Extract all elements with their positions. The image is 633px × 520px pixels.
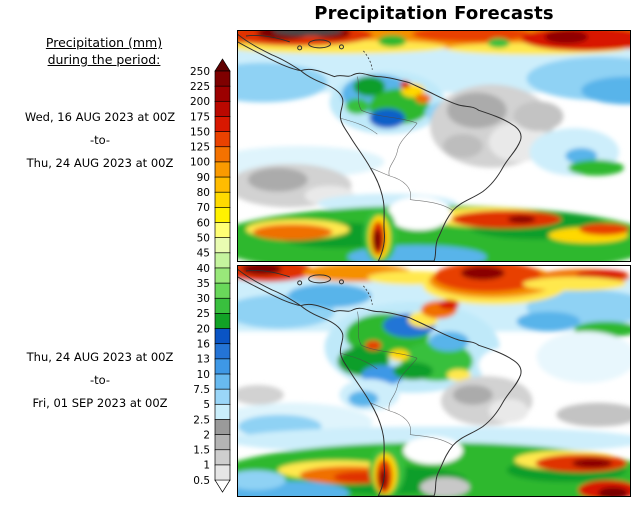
svg-text:7.5: 7.5 (193, 384, 210, 396)
precipitation-map-period-2 (237, 265, 631, 497)
svg-text:1: 1 (203, 460, 210, 472)
period-2-dates: Thu, 24 AUG 2023 at 00Z -to- Fri, 01 SEP… (4, 350, 196, 419)
svg-text:0.5: 0.5 (193, 475, 210, 487)
legend-heading: Precipitation (mm) during the period: (8, 35, 200, 69)
legend-heading-line1: Precipitation (mm) (45, 35, 163, 50)
svg-text:175: 175 (190, 111, 210, 123)
period-2-end-date: Fri, 01 SEP 2023 at 00Z (32, 396, 168, 410)
svg-text:16: 16 (197, 339, 211, 351)
period-2-separator: -to- (89, 373, 111, 387)
svg-text:2.5: 2.5 (193, 414, 210, 426)
svg-text:10: 10 (197, 369, 210, 381)
page-title: Precipitation Forecasts (314, 3, 554, 24)
period-1-separator: -to- (89, 133, 111, 147)
svg-text:45: 45 (197, 248, 210, 260)
svg-text:80: 80 (197, 187, 210, 199)
svg-text:200: 200 (190, 96, 210, 108)
period-2-start-date: Thu, 24 AUG 2023 at 00Z (26, 350, 174, 364)
svg-text:70: 70 (197, 202, 210, 214)
svg-text:125: 125 (190, 142, 210, 154)
svg-text:250: 250 (190, 66, 210, 78)
legend-heading-line2: during the period: (47, 51, 161, 67)
svg-text:40: 40 (197, 263, 210, 275)
svg-text:25: 25 (197, 308, 210, 320)
svg-text:100: 100 (190, 157, 210, 169)
colorbar: 250 225 200 175 150 125 100 90 80 70 60 50 45 40 35 30 2… (171, 56, 233, 498)
colorbar-svg: 2502252001751501251009080706050454035302… (190, 58, 231, 493)
svg-text:20: 20 (197, 323, 210, 335)
period-1-end-date: Thu, 24 AUG 2023 at 00Z (26, 156, 174, 170)
svg-text:50: 50 (197, 232, 210, 244)
svg-text:13: 13 (197, 354, 210, 366)
svg-text:225: 225 (190, 81, 210, 93)
svg-text:5: 5 (203, 399, 210, 411)
precipitation-map-period-1 (237, 30, 631, 262)
svg-text:90: 90 (197, 172, 210, 184)
svg-text:30: 30 (197, 293, 210, 305)
period-1-dates: Wed, 16 AUG 2023 at 00Z -to- Thu, 24 AUG… (4, 110, 196, 179)
svg-text:1.5: 1.5 (193, 445, 210, 457)
period-1-start-date: Wed, 16 AUG 2023 at 00Z (24, 110, 176, 124)
svg-text:150: 150 (190, 126, 210, 138)
svg-text:2: 2 (203, 429, 210, 441)
precipitation-field (238, 266, 630, 496)
svg-text:60: 60 (197, 217, 210, 229)
svg-text:35: 35 (197, 278, 210, 290)
